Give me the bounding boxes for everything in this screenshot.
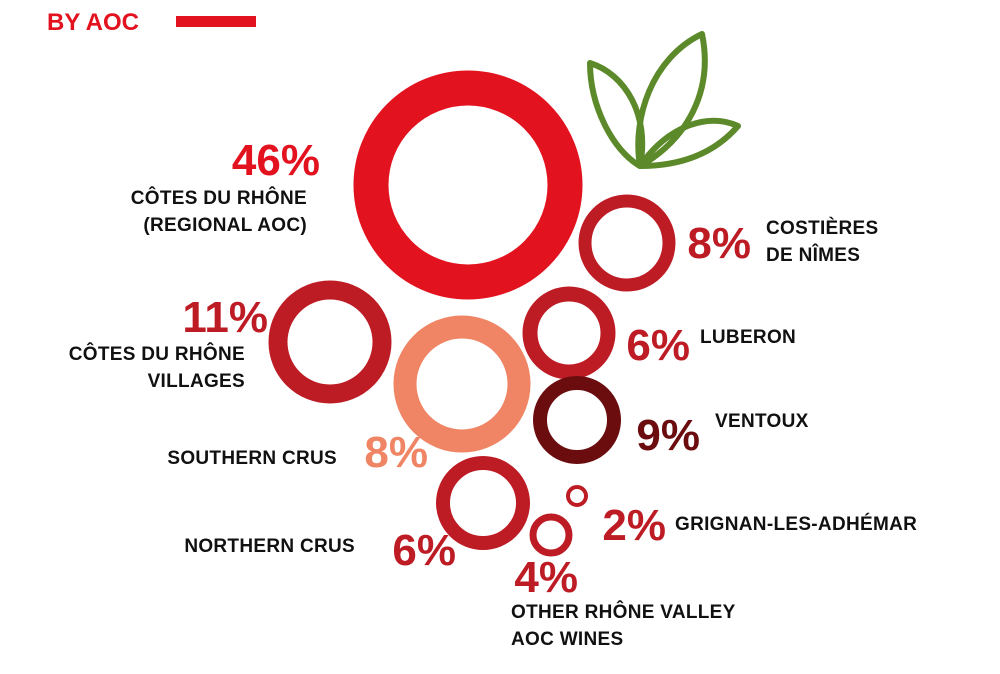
ring-northern-crus <box>436 456 530 550</box>
value-label-ventoux: 9% <box>636 411 700 460</box>
ring-ventoux <box>533 376 621 464</box>
category-label-other-rhone-valley-aoc-wines: OTHER RHÔNE VALLEY AOC WINES <box>511 601 736 650</box>
category-label-line: CÔTES DU RHÔNE <box>69 343 245 365</box>
category-label-southern-crus: SOUTHERN CRUS <box>167 448 337 469</box>
ring-costieres-de-nimes <box>578 194 676 292</box>
value-label-other-rhone-valley-aoc-wines: 4% <box>514 553 578 602</box>
category-label-line: NORTHERN CRUS <box>184 536 355 557</box>
category-label-line: AOC WINES <box>511 629 623 650</box>
category-label-line: GRIGNAN-LES-ADHÉMAR <box>675 513 917 535</box>
category-label-line: VENTOUX <box>715 411 809 432</box>
value-label-cotes-du-rhone-villages: 11% <box>182 293 268 342</box>
category-label-northern-crus: NORTHERN CRUS <box>184 536 355 557</box>
category-label-line: SOUTHERN CRUS <box>167 448 337 469</box>
category-label-line: (REGIONAL AOC) <box>143 215 307 236</box>
category-label-line: OTHER RHÔNE VALLEY <box>511 601 736 623</box>
ring-other-rhone-valley-aoc-wines <box>529 513 573 557</box>
category-label-line: DE NÎMES <box>766 244 860 266</box>
category-label-line: CÔTES DU RHÔNE <box>131 187 307 209</box>
category-label-line: LUBERON <box>700 327 796 348</box>
value-label-luberon: 6% <box>626 321 690 370</box>
title-underline-bar <box>176 16 256 27</box>
ring-grignan-les-adhemar <box>566 485 588 507</box>
ring-cotes-du-rhone-villages <box>268 280 392 404</box>
value-label-grignan-les-adhemar: 2% <box>602 501 666 550</box>
ring-cotes-du-rhone-regional-aoc <box>353 70 583 300</box>
leaf-icon <box>587 31 741 169</box>
category-label-luberon: LUBERON <box>700 327 796 348</box>
value-label-cotes-du-rhone-regional-aoc: 46% <box>232 136 320 185</box>
category-label-line: COSTIÈRES <box>766 217 879 239</box>
chart-title: BY AOC <box>47 9 139 36</box>
ring-southern-crus <box>393 315 531 453</box>
ring-luberon <box>522 286 616 380</box>
category-label-line: VILLAGES <box>148 371 245 392</box>
category-label-costieres-de-nimes: COSTIÈRES DE NÎMES <box>766 217 879 266</box>
value-label-costieres-de-nimes: 8% <box>687 219 751 268</box>
category-label-grignan-les-adhemar: GRIGNAN-LES-ADHÉMAR <box>675 513 917 535</box>
category-label-cotes-du-rhone-regional-aoc: CÔTES DU RHÔNE (REGIONAL AOC) <box>131 187 307 236</box>
value-label-northern-crus: 6% <box>392 526 456 575</box>
value-label-southern-crus: 8% <box>364 428 428 477</box>
category-label-cotes-du-rhone-villages: CÔTES DU RHÔNE VILLAGES <box>69 343 245 392</box>
category-label-ventoux: VENTOUX <box>715 411 809 432</box>
